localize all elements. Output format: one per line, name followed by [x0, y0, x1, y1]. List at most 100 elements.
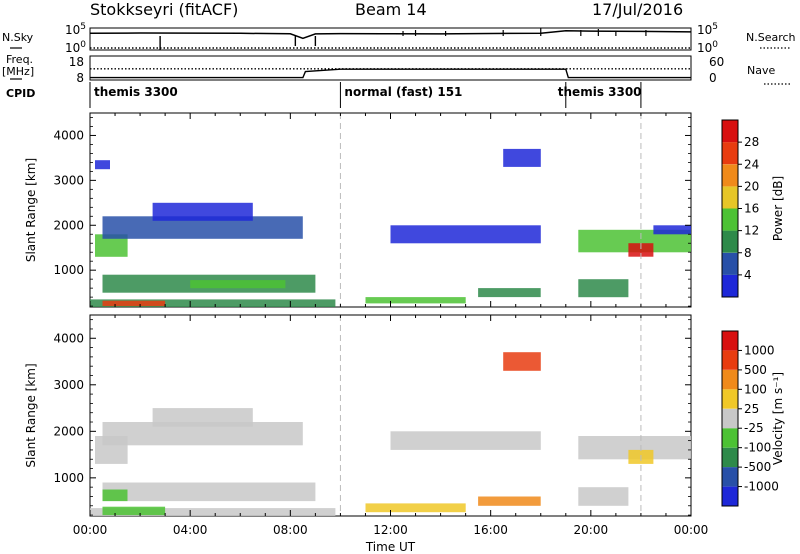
power-data-cell	[90, 299, 336, 307]
power-data-cell	[390, 225, 541, 244]
power-data-cell	[190, 280, 286, 289]
velocity-colorbar-tick-label: -100	[744, 441, 771, 455]
date-title: 17/Jul/2016	[592, 0, 683, 19]
velocity-colorbar-swatch	[722, 408, 738, 429]
power-colorbar-swatch	[722, 230, 738, 253]
velocity-ylabel: Slant Range [km]	[24, 363, 38, 467]
power-data-cell	[102, 216, 303, 239]
noise-panel-frame	[89, 27, 692, 51]
power-data-cell	[152, 202, 253, 221]
power-colorbar-swatch	[722, 164, 738, 187]
velocity-ytick-label: 1000	[53, 471, 84, 485]
power-data-cell	[365, 297, 466, 304]
power-colorbar-tick-label: 12	[744, 224, 759, 238]
cpid-segment-label: themis 3300	[558, 85, 642, 99]
velocity-colorbar-frame	[721, 330, 739, 507]
velocity-colorbar-swatch	[722, 389, 738, 409]
power-colorbar-swatch	[722, 142, 738, 165]
power-ytick-label: 3000	[53, 173, 84, 187]
power-data-cell	[95, 160, 110, 170]
nsky-line	[89, 30, 692, 40]
power-colorbar-swatch	[722, 208, 738, 231]
power-colorbar-tick-label: 24	[744, 157, 759, 171]
power-colorbar-tick-label: 20	[744, 179, 759, 193]
velocity-colorbar-swatch	[722, 486, 738, 506]
nsearch-label: N.Search	[746, 31, 796, 44]
power-colorbar-swatch	[722, 274, 738, 297]
velocity-ytick-label: 3000	[53, 378, 84, 392]
power-ytick-label: 4000	[53, 128, 84, 142]
time-tick-label: 16:00	[473, 523, 508, 537]
velocity-colorbar-swatch	[722, 369, 738, 390]
power-data-cell	[578, 229, 691, 253]
time-tick-label: 04:00	[173, 523, 208, 537]
velocity-ytick-label: 2000	[53, 424, 84, 438]
noise-right-tick: 100	[697, 40, 718, 55]
noise-left-tick: 100	[65, 40, 86, 55]
velocity-data-cell	[478, 496, 541, 506]
velocity-data-cell	[578, 436, 691, 460]
velocity-colorbar-tick-label: 500	[744, 363, 767, 377]
velocity-colorbar-tick-label: 25	[744, 402, 759, 416]
velocity-colorbar-tick-label: -500	[744, 460, 771, 474]
velocity-data-cell	[152, 408, 253, 427]
velocity-colorbar-tick-label: 1000	[744, 343, 775, 357]
station-title: Stokkseyri (fitACF)	[90, 0, 238, 19]
time-tick-label: 12:00	[373, 523, 408, 537]
velocity-data-cell	[390, 431, 541, 450]
velocity-colorbar-tick-label: -1000	[744, 480, 779, 494]
power-colorbar-tick-label: 16	[744, 202, 759, 216]
power-data-cell	[653, 225, 691, 235]
power-colorbar-swatch	[722, 120, 738, 143]
power-colorbar-swatch	[722, 186, 738, 209]
noise-right-tick: 105	[697, 22, 718, 37]
freq-label-2: [MHz]	[2, 65, 34, 78]
power-colorbar-tick-label: 8	[744, 246, 752, 260]
cpid-label: CPID	[6, 87, 35, 100]
velocity-colorbar-swatch	[722, 428, 738, 448]
beam-title: Beam 14	[355, 0, 427, 19]
velocity-colorbar-tick-label: 100	[744, 382, 767, 396]
velocity-colorbar-swatch	[722, 331, 738, 351]
cpid-segment-label: themis 3300	[94, 85, 178, 99]
power-colorbar-label: Power [dB]	[771, 176, 785, 241]
nsky-label: N.Sky	[2, 31, 34, 44]
cpid-segment-label: normal (fast) 151	[344, 85, 462, 99]
freq-label-1: Freq.	[6, 53, 33, 66]
freq-left-tick-top: 18	[69, 55, 84, 69]
power-colorbar-tick-label: 28	[744, 135, 759, 149]
freq-right-tick-bottom: 0	[709, 71, 717, 85]
velocity-data-cell	[102, 422, 303, 446]
time-tick-label: 08:00	[273, 523, 308, 537]
time-axis-label: Time UT	[365, 540, 416, 554]
power-data-cell	[578, 279, 629, 298]
power-colorbar-swatch	[722, 252, 738, 275]
noise-left-tick: 105	[65, 22, 86, 37]
power-data-cell	[95, 234, 128, 257]
velocity-data-cell	[102, 489, 128, 502]
velocity-data-cell	[365, 503, 466, 513]
velocity-colorbar-tick-label: -25	[744, 421, 764, 435]
velocity-ytick-label: 4000	[53, 331, 84, 345]
time-tick-label: 00:00	[674, 523, 709, 537]
power-data-cell	[628, 243, 654, 257]
power-ytick-label: 2000	[53, 218, 84, 232]
freq-left-tick-bottom: 8	[76, 71, 84, 85]
velocity-colorbar-swatch	[722, 467, 738, 487]
power-ytick-label: 1000	[53, 263, 84, 277]
power-colorbar-tick-label: 4	[744, 268, 752, 282]
velocity-data-cell	[90, 508, 336, 516]
velocity-data-cell	[102, 506, 166, 516]
velocity-data-cell	[102, 482, 316, 502]
freq-right-tick-top: 60	[709, 55, 724, 69]
freq-panel-frame	[89, 55, 692, 81]
power-ylabel: Slant Range [km]	[24, 158, 38, 262]
nave-label: Nave	[747, 64, 775, 77]
velocity-colorbar-swatch	[722, 447, 738, 468]
freq-line	[90, 68, 691, 79]
power-data-cell	[503, 148, 541, 167]
time-tick-label: 00:00	[73, 523, 108, 537]
velocity-data-cell	[503, 352, 541, 371]
